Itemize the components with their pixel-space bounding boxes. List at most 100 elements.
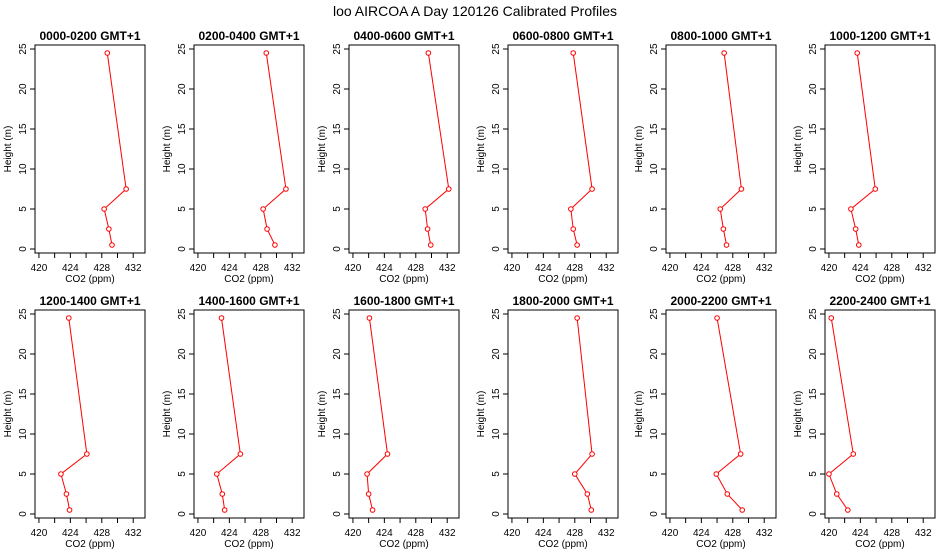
panel-12: 2200-2400 GMT+1 420 424 428 432 CO2 (ppm) 0 5 10… bbox=[793, 294, 936, 550]
x-tick-label: 428 bbox=[883, 528, 900, 539]
x-tick-label: 428 bbox=[252, 263, 269, 274]
y-tick-label: 15 bbox=[491, 388, 502, 400]
y-tick-label: 20 bbox=[491, 83, 502, 95]
x-tick-label: 420 bbox=[345, 528, 362, 539]
x-axis-label: CO2 (ppm) bbox=[855, 539, 904, 550]
data-point bbox=[721, 50, 727, 56]
y-tick-label: 20 bbox=[177, 83, 188, 95]
data-point bbox=[872, 186, 879, 192]
x-axis-label: CO2 (ppm) bbox=[855, 274, 904, 285]
profile-line bbox=[262, 52, 287, 246]
data-point bbox=[852, 226, 859, 232]
y-tick-label: 0 bbox=[18, 511, 29, 517]
y-tick-label: 15 bbox=[177, 388, 188, 400]
data-point bbox=[104, 50, 111, 56]
x-tick-label: 428 bbox=[724, 528, 741, 539]
x-axis-label: CO2 (ppm) bbox=[65, 274, 114, 285]
y-axis-label: Height (m) bbox=[162, 391, 173, 438]
data-point bbox=[739, 507, 746, 513]
data-point bbox=[589, 451, 595, 457]
panel-3: 0400-0600 GMT+1 420 424 428 432 CO2 (ppm) 0 5 10… bbox=[317, 29, 460, 285]
profile-line bbox=[216, 317, 241, 511]
data-point bbox=[424, 226, 431, 232]
x-axis-label: CO2 (ppm) bbox=[379, 274, 428, 285]
y-tick-label: 5 bbox=[649, 206, 660, 212]
profile-line bbox=[570, 52, 593, 246]
x-tick-label: 420 bbox=[345, 263, 362, 274]
y-tick-label: 10 bbox=[491, 428, 502, 440]
y-axis-label: Height (m) bbox=[317, 126, 328, 173]
panel-8: 1400-1600 GMT+1 420 424 428 432 CO2 (ppm) 0 5 10… bbox=[162, 294, 305, 550]
y-tick-label: 0 bbox=[649, 511, 660, 517]
data-point bbox=[588, 507, 595, 513]
y-tick-label: 5 bbox=[808, 471, 819, 477]
x-tick-label: 420 bbox=[821, 263, 838, 274]
y-axis-label: Height (m) bbox=[3, 391, 14, 438]
panel-11: 2000-2200 GMT+1 420 424 428 432 CO2 (ppm) 0 5 10… bbox=[634, 294, 777, 550]
data-point bbox=[365, 491, 372, 497]
data-point bbox=[422, 206, 429, 212]
data-point bbox=[717, 206, 724, 212]
x-axis-label: CO2 (ppm) bbox=[224, 274, 273, 285]
data-point bbox=[84, 451, 90, 457]
data-point bbox=[826, 471, 832, 477]
data-point bbox=[833, 491, 840, 497]
y-tick-label: 20 bbox=[808, 83, 819, 95]
y-tick-label: 15 bbox=[332, 388, 343, 400]
y-tick-label: 25 bbox=[332, 43, 343, 55]
y-tick-label: 20 bbox=[649, 83, 660, 95]
y-tick-label: 25 bbox=[491, 43, 502, 55]
data-point bbox=[58, 471, 64, 477]
data-point bbox=[213, 471, 220, 477]
y-tick-label: 20 bbox=[491, 348, 502, 360]
x-tick-label: 424 bbox=[376, 263, 393, 274]
x-axis-label: CO2 (ppm) bbox=[379, 539, 428, 550]
y-axis-label: Height (m) bbox=[317, 391, 328, 438]
y-axis-label: Height (m) bbox=[793, 126, 804, 173]
x-tick-label: 420 bbox=[190, 528, 207, 539]
data-point bbox=[272, 242, 278, 248]
x-tick-label: 424 bbox=[693, 528, 710, 539]
data-point bbox=[574, 242, 580, 248]
y-tick-label: 15 bbox=[491, 123, 502, 135]
profile-line bbox=[103, 52, 127, 246]
panel-title: 0000-0200 GMT+1 bbox=[39, 29, 140, 43]
data-point bbox=[848, 206, 854, 212]
plot-frame bbox=[34, 44, 146, 254]
panel-4: 0600-0800 GMT+1 420 424 428 432 CO2 (ppm) 0 5 10… bbox=[476, 29, 619, 285]
panel-title: 1000-1200 GMT+1 bbox=[829, 29, 930, 43]
data-point bbox=[384, 451, 391, 457]
y-tick-label: 20 bbox=[808, 348, 819, 360]
x-tick-label: 420 bbox=[662, 263, 679, 274]
x-tick-label: 428 bbox=[407, 528, 424, 539]
data-point bbox=[850, 451, 857, 457]
panel-title: 0400-0600 GMT+1 bbox=[353, 29, 454, 43]
panel-9: 1600-1800 GMT+1 420 424 428 432 CO2 (ppm) 0 5 10… bbox=[317, 294, 460, 550]
x-tick-label: 432 bbox=[756, 263, 773, 274]
y-tick-label: 0 bbox=[808, 511, 819, 517]
y-tick-label: 15 bbox=[808, 388, 819, 400]
x-tick-label: 428 bbox=[566, 528, 583, 539]
data-point bbox=[366, 315, 373, 321]
y-tick-label: 5 bbox=[491, 206, 502, 212]
plot-frame bbox=[34, 309, 146, 519]
y-tick-label: 0 bbox=[177, 246, 188, 252]
plot-frame bbox=[193, 309, 305, 519]
y-axis-label: Height (m) bbox=[162, 126, 173, 173]
x-tick-label: 432 bbox=[284, 263, 301, 274]
data-point bbox=[844, 507, 851, 513]
panel-title: 0600-0800 GMT+1 bbox=[512, 29, 613, 43]
y-tick-label: 10 bbox=[808, 428, 819, 440]
data-point bbox=[109, 242, 115, 248]
y-tick-label: 15 bbox=[18, 388, 29, 400]
panel-title: 0200-0400 GMT+1 bbox=[198, 29, 299, 43]
y-tick-label: 0 bbox=[332, 246, 343, 252]
y-tick-label: 0 bbox=[18, 246, 29, 252]
x-tick-label: 428 bbox=[252, 528, 269, 539]
y-tick-label: 5 bbox=[177, 471, 188, 477]
y-tick-label: 15 bbox=[649, 388, 660, 400]
x-tick-label: 420 bbox=[662, 528, 679, 539]
x-tick-label: 424 bbox=[62, 263, 79, 274]
x-axis-label: CO2 (ppm) bbox=[224, 539, 273, 550]
y-tick-label: 10 bbox=[332, 428, 343, 440]
